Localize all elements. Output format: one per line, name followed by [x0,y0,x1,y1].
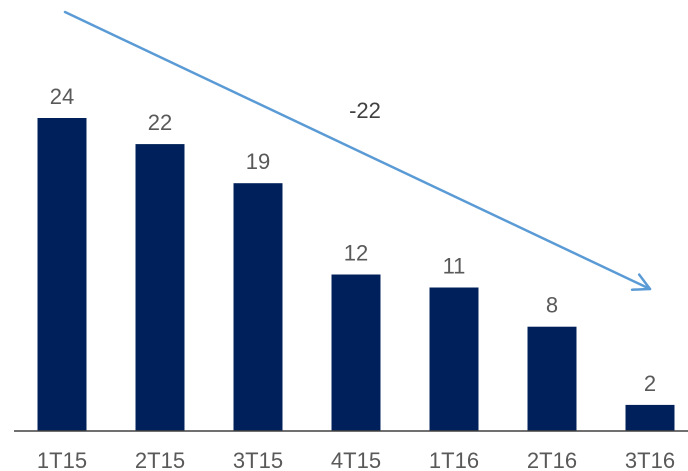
x-tick-label-1t16: 1T16 [429,448,479,471]
bar-1t16 [429,287,479,431]
x-tick-label-2t15: 2T15 [135,448,185,471]
data-label-3t16: 2 [644,371,656,396]
bar-2t15 [135,144,185,431]
bars-group [37,118,675,431]
x-tick-label-4t15: 4T15 [331,448,381,471]
value-labels-group: 24 22 19 12 11 8 2 [50,84,656,396]
tick-labels-group: 1T15 2T15 3T15 4T15 1T16 2T16 3T16 [37,448,675,471]
trend-arrow-line [63,10,652,291]
bar-3t16 [625,404,675,431]
x-tick-label-3t16: 3T16 [625,448,675,471]
x-tick-label-2t16: 2T16 [527,448,577,471]
bar-1t15 [37,118,87,431]
x-tick-label-3t15: 3T15 [233,448,283,471]
data-label-1t16: 11 [443,254,466,279]
bar-3t15 [233,183,283,431]
bar-2t16 [527,326,577,431]
data-label-2t16: 8 [546,293,558,318]
trend-annotation-label: -22 [349,98,381,123]
trend-arrow-group [63,10,652,291]
data-label-3t15: 19 [246,149,270,174]
trend-arrowhead [630,273,652,291]
data-label-1t15: 24 [50,84,74,109]
data-label-4t15: 12 [344,241,368,266]
bar-4t15 [331,274,381,431]
data-label-2t15: 22 [148,110,172,135]
x-tick-label-1t15: 1T15 [37,448,87,471]
